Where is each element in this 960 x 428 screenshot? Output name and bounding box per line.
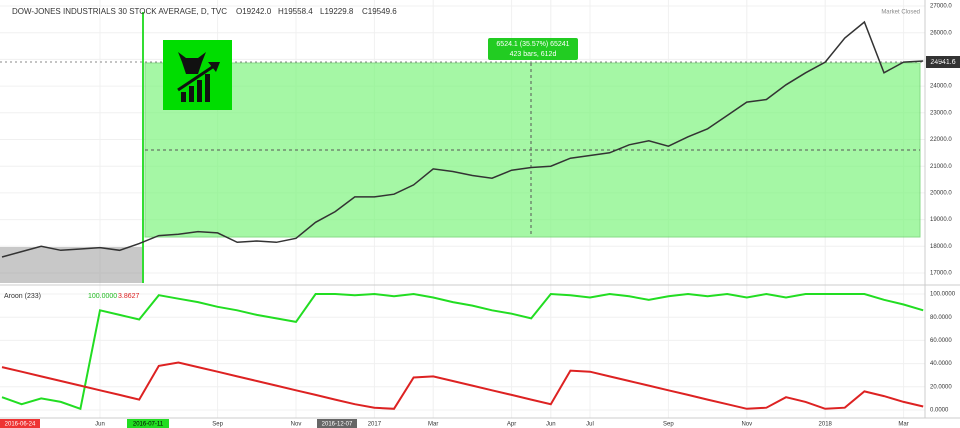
x-tick-label: Nov bbox=[291, 422, 302, 428]
last-price-bg bbox=[926, 56, 960, 68]
x-tick-label: Jul bbox=[586, 422, 594, 428]
y-tick-label: 40.0000 bbox=[930, 361, 952, 367]
date-badge bbox=[0, 419, 40, 428]
gray-range bbox=[0, 247, 143, 283]
x-tick-label: Jun bbox=[546, 422, 556, 428]
y-tick-label: 18000.0 bbox=[930, 244, 952, 250]
y-tick-label: 0.0000 bbox=[930, 408, 949, 414]
date-badge-label: 2016-07-11 bbox=[133, 422, 164, 428]
x-tick-label: Apr bbox=[507, 422, 516, 428]
series-line bbox=[1, 361, 924, 410]
y-tick-label: 60.0000 bbox=[930, 338, 952, 344]
y-tick-label: 26000.0 bbox=[930, 30, 952, 36]
y-tick-label: 22000.0 bbox=[930, 137, 952, 143]
y-tick-label: 20.0000 bbox=[930, 384, 952, 390]
date-badge bbox=[317, 419, 357, 428]
ohlc: C19549.6 bbox=[362, 7, 397, 16]
y-tick-label: 80.0000 bbox=[930, 315, 952, 321]
measure-label: 423 bars, 612d bbox=[510, 51, 557, 58]
x-tick-label: Mar bbox=[898, 422, 908, 428]
y-tick-label: 21000.0 bbox=[930, 164, 952, 170]
measure-box bbox=[144, 62, 921, 238]
measure-label-bg bbox=[488, 38, 578, 60]
y-tick-label: 100.0000 bbox=[930, 292, 956, 298]
date-badge-label: 2016-06-24 bbox=[5, 422, 36, 428]
series-line bbox=[1, 292, 924, 411]
x-tick-label: Sep bbox=[663, 422, 674, 428]
y-tick-label: 23000.0 bbox=[930, 110, 952, 116]
measure-label: 6524.1 (35.57%) 65241 bbox=[496, 41, 569, 48]
series-line bbox=[1, 20, 924, 258]
y-tick-label: 24000.0 bbox=[930, 84, 952, 90]
y-tick-label: 27000.0 bbox=[930, 4, 952, 10]
x-tick-label: Sep bbox=[212, 422, 223, 428]
indicator-title: Aroon (233) bbox=[4, 293, 41, 300]
symbol-title: DOW-JONES INDUSTRIALS 30 STOCK AVERAGE, … bbox=[12, 7, 227, 16]
indicator-value: 3.8627 bbox=[118, 293, 140, 300]
x-tick-label: 2018 bbox=[819, 422, 833, 428]
last-price: 24941.6 bbox=[930, 59, 955, 66]
ohlc: O19242.0 bbox=[236, 7, 272, 16]
y-tick-label: 20000.0 bbox=[930, 190, 952, 196]
indicator-value: 100.0000 bbox=[88, 293, 117, 300]
bull-icon bbox=[163, 40, 232, 110]
date-badge bbox=[127, 419, 169, 428]
ohlc: H19558.4 bbox=[278, 7, 313, 16]
y-tick-label: 25000.0 bbox=[930, 57, 952, 63]
market-status: Market Closed bbox=[881, 10, 920, 16]
date-badge-label: 2016-12-07 bbox=[322, 422, 353, 428]
ohlc: L19229.8 bbox=[320, 7, 354, 16]
x-tick-label: Mar bbox=[428, 422, 438, 428]
x-tick-label: Nov bbox=[741, 422, 752, 428]
y-tick-label: 19000.0 bbox=[930, 217, 952, 223]
x-tick-label: 2017 bbox=[368, 422, 382, 428]
x-tick-label: Jun bbox=[95, 422, 105, 428]
y-tick-label: 17000.0 bbox=[930, 271, 952, 277]
